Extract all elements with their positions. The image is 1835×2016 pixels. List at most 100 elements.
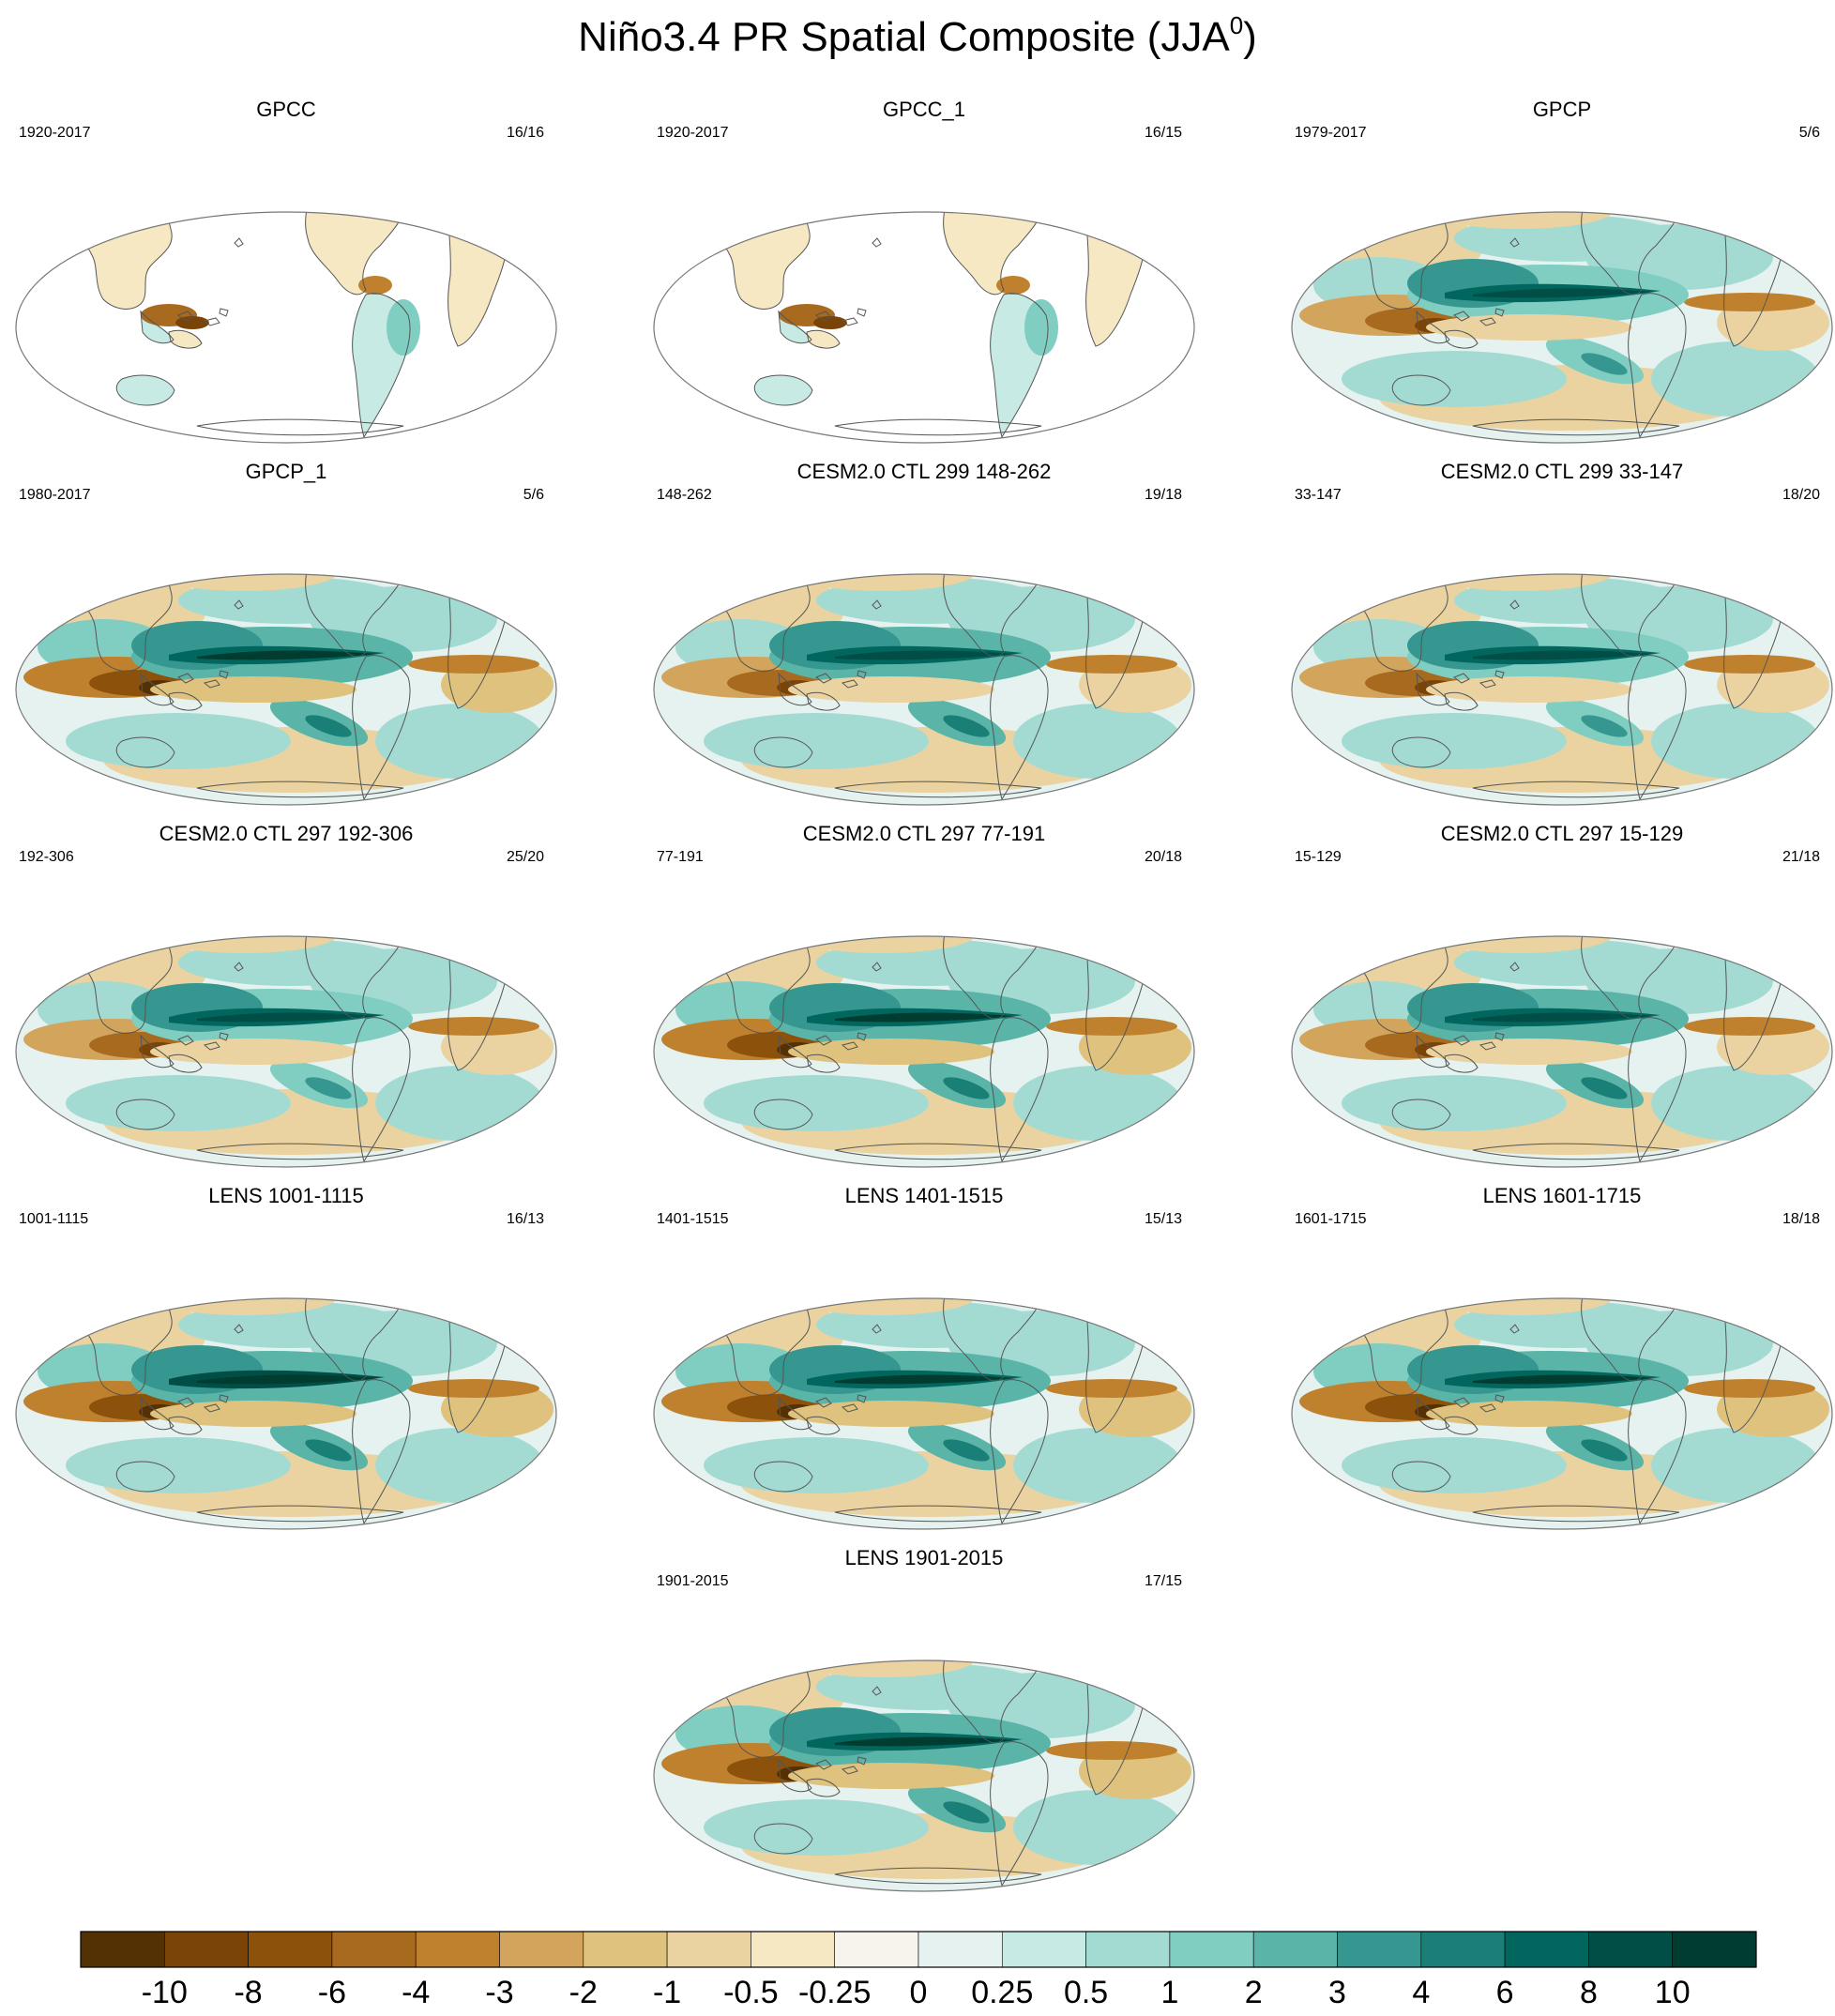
panel-event-count: 18/18 [1782, 1211, 1820, 1227]
colorbar-swatch [1672, 1931, 1757, 1968]
colorbar-swatch [1420, 1931, 1506, 1968]
panel-year-range: 1920-2017 [19, 125, 91, 141]
map-panel: LENS 1901-2015 1901-2015 17/15 [647, 1546, 1201, 1902]
colorbar-tick-label: 0 [910, 1975, 928, 2010]
panel-event-count: 19/18 [1144, 487, 1182, 503]
panel-title: GPCP [1532, 98, 1592, 121]
panel-event-count: 5/6 [1798, 125, 1820, 141]
world-map [15, 211, 557, 444]
panel-year-range: 1980-2017 [19, 487, 91, 503]
world-map [653, 573, 1195, 806]
map-panel: LENS 1401-1515 1401-1515 15/13 [647, 1184, 1201, 1540]
map-panel: CESM2.0 CTL 297 77-191 77-191 20/18 [647, 822, 1201, 1178]
colorbar-swatch [1085, 1931, 1171, 1968]
colorbar-tick-label: -3 [485, 1975, 513, 2010]
colorbar-tick-label: 6 [1496, 1975, 1514, 2010]
panel-year-range: 15-129 [1295, 849, 1342, 865]
map-panel: CESM2.0 CTL 299 33-147 33-147 18/20 [1285, 460, 1835, 816]
panel-event-count: 16/15 [1144, 125, 1182, 141]
panel-event-count: 18/20 [1782, 487, 1820, 503]
figure-title: Niño3.4 PR Spatial Composite (JJA0) [578, 11, 1257, 60]
colorbar-swatch [164, 1931, 249, 1968]
panel-title: CESM2.0 CTL 299 148-262 [796, 460, 1052, 483]
map-panel: LENS 1601-1715 1601-1715 18/18 [1285, 1184, 1835, 1540]
panel-year-range: 33-147 [1295, 487, 1342, 503]
colorbar-tick-label: -0.5 [723, 1975, 779, 2010]
panel-title: CESM2.0 CTL 297 77-191 [802, 822, 1046, 845]
panel-event-count: 16/13 [506, 1211, 544, 1227]
colorbar-tick-label: 0.25 [971, 1975, 1033, 2010]
panel-title: GPCP_1 [245, 460, 327, 483]
map-panel: CESM2.0 CTL 299 148-262 148-262 19/18 [647, 460, 1201, 816]
colorbar-tick-label: -1 [653, 1975, 681, 2010]
panel-event-count: 5/6 [523, 487, 544, 503]
colorbar-tick-label: 10 [1655, 1975, 1691, 2010]
panel-title: CESM2.0 CTL 297 192-306 [159, 822, 414, 845]
panel-event-count: 16/16 [506, 125, 544, 141]
colorbar-swatch [834, 1931, 919, 1968]
panel-event-count: 21/18 [1782, 849, 1820, 865]
world-map [1291, 573, 1833, 806]
colorbar-swatch [248, 1931, 333, 1968]
map-panel: GPCP 1979-2017 5/6 [1285, 98, 1835, 454]
map-panel: GPCC 1920-2017 16/16 [9, 98, 563, 454]
world-map [1291, 211, 1833, 444]
colorbar-swatch [1252, 1931, 1338, 1968]
colorbar-tick-label: -10 [142, 1975, 188, 2010]
colorbar-swatch [1504, 1931, 1589, 1968]
world-map [653, 211, 1195, 444]
map-panel: CESM2.0 CTL 297 15-129 15-129 21/18 [1285, 822, 1835, 1178]
colorbar-swatch [1002, 1931, 1086, 1968]
colorbar-swatch [1337, 1931, 1422, 1968]
panel-year-range: 1920-2017 [657, 125, 729, 141]
panel-year-range: 1979-2017 [1295, 125, 1367, 141]
map-panel: GPCP_1 1980-2017 5/6 [9, 460, 563, 816]
colorbar-swatch [583, 1931, 668, 1968]
world-map [653, 1297, 1195, 1530]
colorbar-tick-label: -8 [234, 1975, 262, 2010]
panel-year-range: 77-191 [657, 849, 704, 865]
world-map [653, 935, 1195, 1168]
colorbar-tick-label: -6 [318, 1975, 346, 2010]
colorbar-swatch [666, 1931, 751, 1968]
world-map [1291, 1297, 1833, 1530]
colorbar-tick-label: 2 [1245, 1975, 1263, 2010]
world-map [653, 1660, 1195, 1892]
panel-title: GPCC [256, 98, 316, 121]
colorbar: -10 -8 -6 -4 -3 -2 -1 -0.5 -0.25 0 0.25 0.5 1 2 3 4 6 8 10 [80, 1931, 1757, 2010]
colorbar-swatch [1588, 1931, 1674, 1968]
panel-event-count: 25/20 [506, 849, 544, 865]
panel-year-range: 192-306 [19, 849, 74, 865]
panel-title: GPCC_1 [882, 98, 966, 121]
panel-year-range: 148-262 [657, 487, 712, 503]
panel-title: CESM2.0 CTL 299 33-147 [1440, 460, 1684, 483]
colorbar-tick-label: 8 [1580, 1975, 1598, 2010]
panel-event-count: 15/13 [1144, 1211, 1182, 1227]
map-panel: CESM2.0 CTL 297 192-306 192-306 25/20 [9, 822, 563, 1178]
panel-year-range: 1401-1515 [657, 1211, 729, 1227]
colorbar-swatch [80, 1931, 165, 1968]
panel-year-range: 1901-2015 [657, 1573, 729, 1589]
colorbar-swatch [1169, 1931, 1254, 1968]
colorbar-tick-label: 3 [1328, 1975, 1346, 2010]
colorbar-swatch [415, 1931, 500, 1968]
colorbar-tick-label: 0.5 [1064, 1975, 1108, 2010]
panel-event-count: 17/15 [1144, 1573, 1182, 1589]
panel-title: LENS 1901-2015 [844, 1546, 1004, 1569]
colorbar-tick-label: -2 [569, 1975, 598, 2010]
colorbar-swatch [499, 1931, 584, 1968]
colorbar-tick-label: -0.25 [798, 1975, 872, 2010]
map-panel: LENS 1001-1115 1001-1115 16/13 [9, 1184, 563, 1540]
world-map [15, 573, 557, 806]
panel-year-range: 1601-1715 [1295, 1211, 1367, 1227]
colorbar-swatch [331, 1931, 417, 1968]
colorbar-tick-label: 4 [1412, 1975, 1430, 2010]
panel-title: CESM2.0 CTL 297 15-129 [1440, 822, 1684, 845]
panel-event-count: 20/18 [1144, 849, 1182, 865]
panel-title: LENS 1601-1715 [1482, 1184, 1642, 1207]
map-panel: GPCC_1 1920-2017 16/15 [647, 98, 1201, 454]
panel-year-range: 1001-1115 [19, 1211, 89, 1227]
colorbar-swatch [918, 1931, 1003, 1968]
world-map [15, 1297, 557, 1530]
colorbar-tick-label: -4 [402, 1975, 430, 2010]
